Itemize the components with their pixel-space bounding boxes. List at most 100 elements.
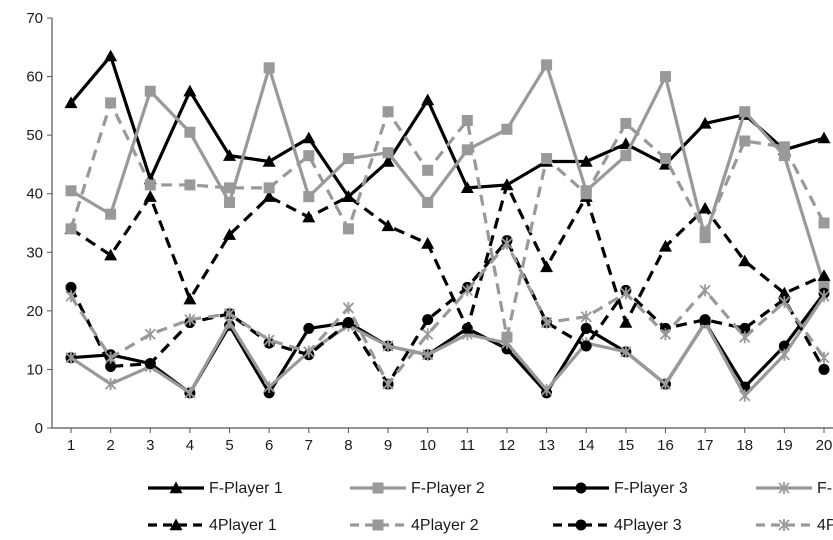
legend-marker <box>372 519 384 531</box>
data-point-4player-3 <box>818 363 830 375</box>
legend-item-f-player-4: F-Player 4 <box>756 480 833 497</box>
data-point-4player-2 <box>105 97 117 109</box>
data-point-4player-2 <box>461 115 473 126</box>
y-tick-label: 30 <box>26 244 43 261</box>
data-point-4player-4 <box>580 310 592 323</box>
y-tick-label: 70 <box>26 10 43 27</box>
y-tick-label: 50 <box>26 127 43 144</box>
data-point-4player-4 <box>620 287 632 300</box>
data-point-f-player-1 <box>460 181 474 194</box>
data-point-4player-4 <box>184 313 196 326</box>
data-point-4player-2 <box>659 153 671 165</box>
data-point-4player-2 <box>422 164 434 176</box>
data-point-f-player-1 <box>183 84 197 97</box>
data-point-4player-1 <box>698 201 712 214</box>
data-point-f-player-2 <box>422 197 434 208</box>
data-point-4player-1 <box>381 219 395 232</box>
series-line-4player-1 <box>70 183 825 331</box>
data-point-4player-4 <box>65 290 77 303</box>
data-point-f-player-4 <box>382 340 394 352</box>
data-point-f-player-1 <box>302 131 316 144</box>
series-f-player-1 <box>64 49 831 202</box>
y-tick-label: 40 <box>26 186 43 203</box>
data-point-f-player-3 <box>580 322 592 334</box>
data-point-f-player-4 <box>540 383 553 396</box>
data-point-4player-3 <box>105 361 117 372</box>
data-point-4player-4 <box>501 237 513 250</box>
data-point-f-player-2 <box>818 279 830 290</box>
data-point-4player-4 <box>461 284 473 297</box>
data-point-4player-4 <box>739 331 751 344</box>
data-point-4player-4 <box>144 328 156 341</box>
data-point-4player-1 <box>540 260 554 273</box>
data-point-f-player-2 <box>263 62 275 74</box>
data-point-4player-1 <box>104 248 118 261</box>
series-line-f-player-4 <box>70 295 826 398</box>
data-point-f-player-4 <box>65 351 77 364</box>
data-point-4player-2 <box>778 141 790 153</box>
legend-item-4player-1: 4Player 1 <box>148 517 277 534</box>
data-point-f-player-2 <box>105 208 117 220</box>
data-point-f-player-2 <box>184 126 196 138</box>
data-point-f-player-2 <box>659 71 671 83</box>
x-tick-label: 12 <box>499 437 516 454</box>
data-point-4player-2 <box>620 117 632 129</box>
y-tick-label: 20 <box>26 303 43 320</box>
x-tick-label: 13 <box>538 437 555 454</box>
legend-marker <box>169 481 183 494</box>
data-point-4player-3 <box>342 317 354 329</box>
x-tick-label: 10 <box>419 437 436 454</box>
data-point-4player-2 <box>144 179 156 191</box>
data-point-4player-2 <box>501 331 513 343</box>
y-tick-label: 60 <box>26 69 43 86</box>
data-point-4player-3 <box>739 322 751 334</box>
series-f-player-4 <box>65 290 830 402</box>
data-point-f-player-1 <box>64 96 78 109</box>
legend-marker <box>778 519 790 531</box>
x-tick-label: 20 <box>816 437 833 454</box>
data-point-4player-2 <box>382 106 394 118</box>
legend-item-f-player-2: F-Player 2 <box>350 480 485 497</box>
data-point-f-player-2 <box>144 85 156 97</box>
data-point-4player-3 <box>65 281 77 293</box>
series-line-4player-2 <box>69 101 826 339</box>
y-tick-label: 0 <box>35 420 43 437</box>
data-point-4player-1 <box>143 190 157 202</box>
x-tick-label: 9 <box>384 437 392 454</box>
legend-label: F-Player 4 <box>817 480 833 497</box>
legend: F-Player 1 F-Player 2 F-Player 3 F-Player 4… <box>148 480 833 534</box>
legend-marker <box>372 482 384 494</box>
data-point-4player-1 <box>817 269 831 281</box>
data-point-f-player-2 <box>541 59 553 71</box>
data-point-4player-2 <box>580 188 592 200</box>
data-point-f-player-1 <box>421 93 435 106</box>
data-point-4player-2 <box>342 223 354 235</box>
data-point-f-player-2 <box>620 150 632 162</box>
legend-marker <box>778 482 790 494</box>
series-line-4player-4 <box>69 241 826 386</box>
data-point-4player-1 <box>223 228 237 240</box>
data-point-f-player-2 <box>501 123 513 135</box>
data-point-f-player-1 <box>579 155 593 167</box>
data-point-4player-1 <box>738 254 752 267</box>
data-point-f-player-1 <box>223 149 237 161</box>
data-point-f-player-4 <box>739 389 751 402</box>
data-point-f-player-4 <box>184 386 196 399</box>
series-f-player-2 <box>65 59 830 290</box>
data-point-4player-4 <box>659 328 672 341</box>
data-point-4player-1 <box>183 292 197 305</box>
data-point-4player-2 <box>739 135 751 147</box>
data-point-f-player-2 <box>342 153 354 165</box>
data-point-4player-4 <box>422 328 434 341</box>
data-point-4player-3 <box>580 340 592 352</box>
data-point-f-player-4 <box>659 378 672 391</box>
axes <box>51 18 833 429</box>
data-point-f-player-2 <box>382 147 394 159</box>
x-tick-label: 14 <box>578 437 595 454</box>
x-tick-label: 2 <box>106 437 114 454</box>
series-4player-4 <box>65 237 830 391</box>
data-point-4player-2 <box>303 150 315 162</box>
data-point-4player-4 <box>223 307 236 320</box>
data-point-4player-2 <box>818 217 830 229</box>
data-point-4player-1 <box>500 178 514 191</box>
